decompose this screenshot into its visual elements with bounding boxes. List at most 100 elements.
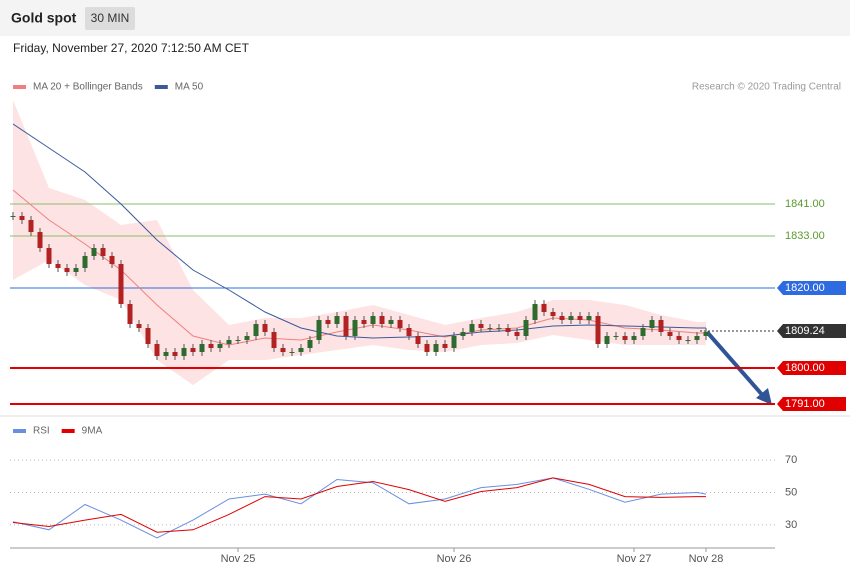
timeframe: 30 MIN (91, 11, 130, 25)
candle (37, 232, 43, 248)
x-tick-label: Nov 26 (437, 553, 472, 565)
level-label: 1791.00 (785, 398, 825, 410)
level-tag (777, 197, 846, 211)
candle (586, 316, 592, 320)
date: Friday, November 27, 2020 7:12:50 AM CET (13, 41, 250, 55)
candle (442, 344, 448, 348)
candle (451, 336, 457, 348)
candle (325, 320, 331, 324)
level-tag (777, 324, 846, 339)
level-tag (777, 281, 846, 295)
candle (604, 336, 610, 344)
candle (28, 220, 34, 232)
header-bar (0, 0, 850, 36)
candle (298, 348, 304, 352)
candle (649, 320, 655, 328)
candle (280, 348, 286, 352)
candle (46, 248, 52, 264)
legend-swatch (13, 85, 26, 89)
candle (667, 332, 673, 336)
candle (10, 216, 16, 217)
x-tick-label: Nov 27 (617, 553, 652, 565)
level-label: 1833.00 (785, 230, 825, 242)
x-tick-label: Nov 25 (221, 553, 256, 565)
candle (595, 316, 601, 344)
level-label: 1820.00 (785, 282, 825, 294)
legend-label: 9MA (82, 426, 103, 437)
candle (406, 328, 412, 336)
candle (262, 324, 268, 332)
y-tick-label: 70 (785, 454, 797, 466)
candle (253, 324, 259, 336)
candle (622, 336, 628, 340)
candle (334, 316, 340, 324)
candle (172, 352, 178, 356)
candle (316, 320, 322, 340)
level-tag (777, 397, 846, 411)
legend-label: MA 50 (175, 82, 204, 93)
candle (469, 324, 475, 332)
candle (478, 324, 484, 328)
candle (91, 248, 97, 256)
candle (694, 336, 700, 340)
candle (217, 344, 223, 348)
candle (73, 268, 79, 272)
candle (82, 256, 88, 268)
candle (577, 316, 583, 320)
candle (307, 340, 313, 348)
candle (352, 320, 358, 336)
timeframe-box (85, 7, 135, 30)
legend-label: RSI (33, 426, 50, 437)
candle (703, 332, 709, 336)
candle (397, 320, 403, 328)
candle (19, 216, 25, 220)
candle (460, 332, 466, 336)
candle (145, 328, 151, 344)
indicator-line (12, 477, 707, 539)
candle (415, 336, 421, 344)
candle (244, 336, 250, 340)
candle (559, 316, 565, 320)
candle (631, 336, 637, 340)
indicator-line (12, 477, 706, 533)
candle (532, 304, 538, 320)
legend-swatch (154, 85, 168, 89)
level-tag (777, 361, 846, 375)
candle (433, 344, 439, 352)
moving-average (12, 123, 706, 339)
candle (505, 328, 511, 332)
candle (127, 304, 133, 324)
y-tick-label: 50 (785, 486, 797, 498)
legend-swatch (13, 429, 26, 433)
candle (514, 332, 520, 336)
candle (388, 320, 394, 324)
candle (640, 328, 646, 336)
candle (181, 348, 187, 356)
candle (199, 344, 205, 352)
forecast-arrow (705, 330, 767, 400)
candle (226, 340, 232, 344)
legend-swatch (61, 429, 75, 433)
candle (658, 320, 664, 332)
candle (118, 264, 124, 304)
candle (496, 328, 502, 329)
candle (163, 352, 169, 356)
candle (289, 352, 295, 353)
candle (136, 324, 142, 328)
candle (109, 256, 115, 264)
level-label: 1809.24 (785, 325, 825, 337)
candle (208, 344, 214, 348)
x-tick-label: Nov 28 (689, 553, 724, 565)
candle (361, 320, 367, 324)
candle (523, 320, 529, 336)
bollinger-band (13, 100, 706, 385)
candle (235, 340, 241, 341)
candle (550, 312, 556, 316)
candle (613, 336, 619, 337)
candle (424, 344, 430, 352)
candle (343, 316, 349, 336)
legend-label: MA 20 + Bollinger Bands (33, 82, 143, 93)
candle (271, 332, 277, 348)
candle (685, 340, 691, 341)
